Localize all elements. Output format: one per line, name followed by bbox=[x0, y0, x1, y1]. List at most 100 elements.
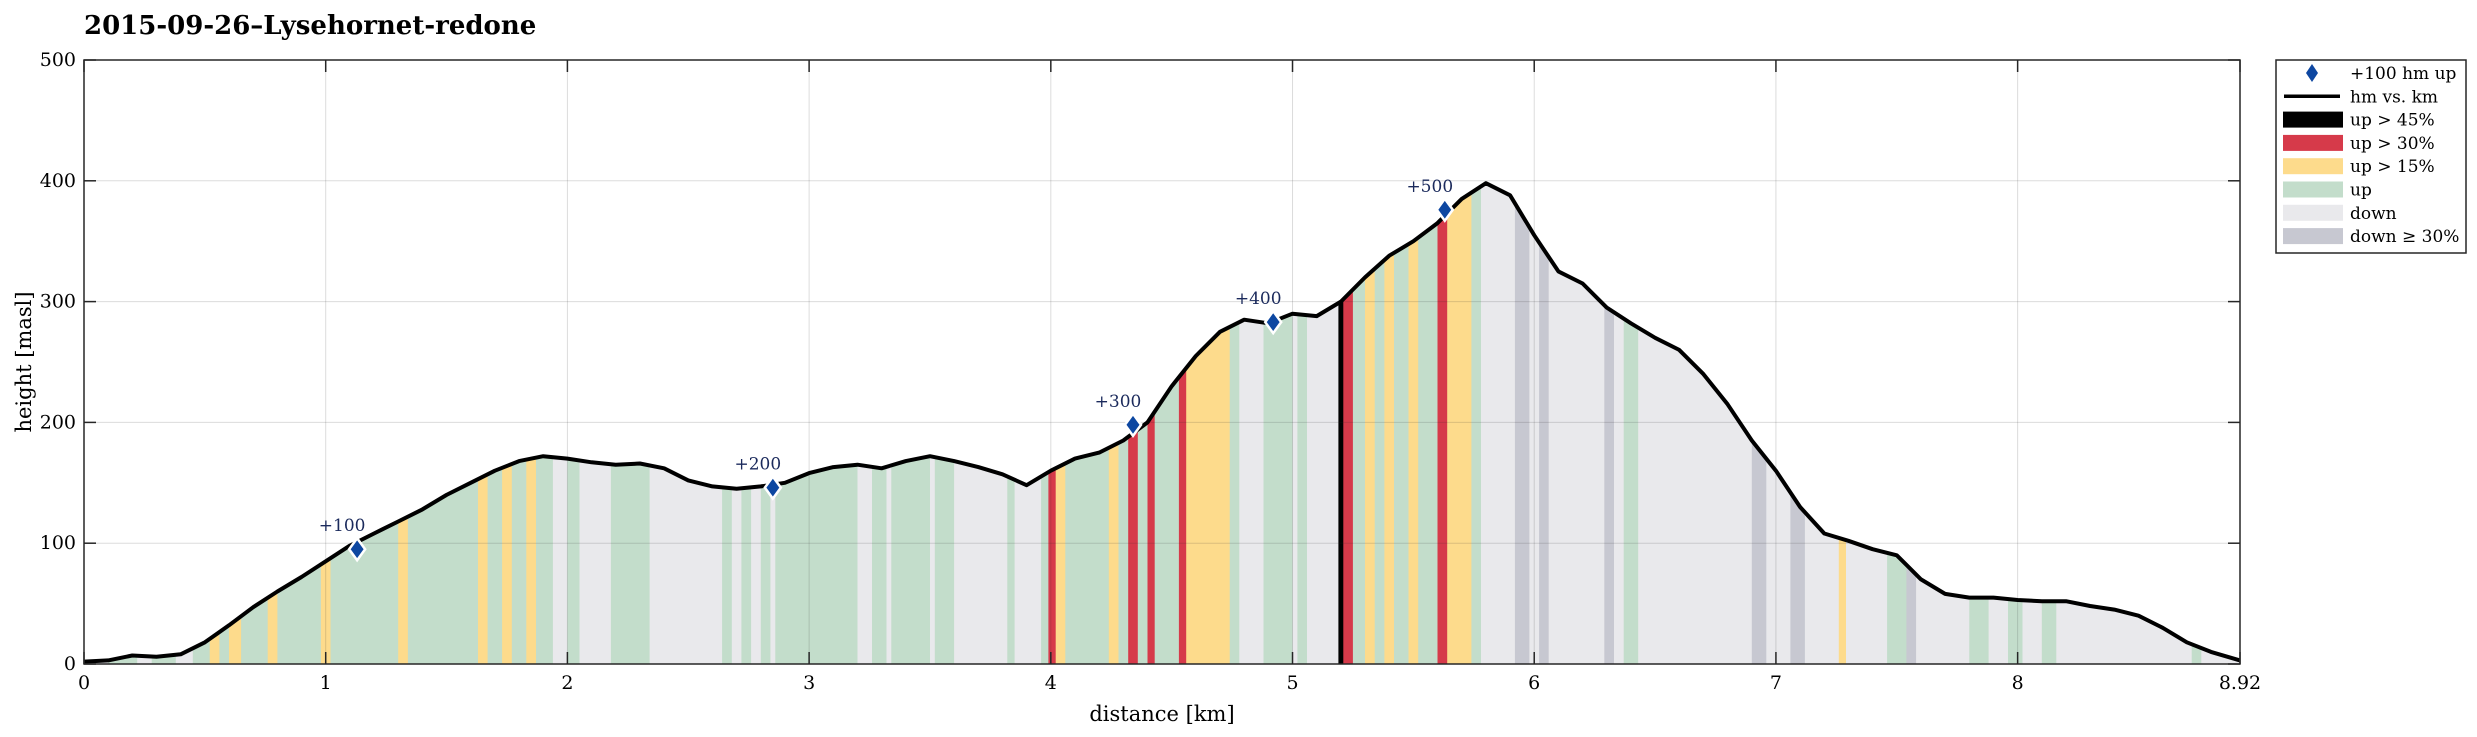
slope-band-up bbox=[487, 183, 503, 664]
milestone-marker bbox=[1435, 196, 1455, 223]
slope-band-up-15 bbox=[1108, 183, 1120, 664]
slope-band-up bbox=[2191, 183, 2202, 664]
slope-band-down-30 bbox=[1514, 183, 1530, 664]
slope-band-down bbox=[1804, 183, 1840, 664]
slope-band-up bbox=[277, 183, 322, 664]
y-tick-label: 200 bbox=[40, 411, 76, 433]
slope-band-up-15 bbox=[398, 183, 409, 664]
slope-band-up bbox=[1418, 183, 1439, 664]
slope-band-down bbox=[2022, 183, 2043, 664]
slope-band-up-30 bbox=[1128, 183, 1139, 664]
milestone-label: +500 bbox=[1406, 177, 1453, 197]
legend-label: up > 45% bbox=[2350, 111, 2435, 131]
legend-swatch-up-15 bbox=[2283, 158, 2343, 175]
x-axis-label: distance [km] bbox=[1089, 702, 1234, 726]
slope-band-up bbox=[108, 183, 138, 664]
slope-band-up bbox=[241, 183, 269, 664]
milestone-label: +200 bbox=[735, 455, 782, 475]
slope-band-down bbox=[1529, 183, 1540, 664]
slope-band-up bbox=[1118, 183, 1129, 664]
slope-band-up-30 bbox=[1178, 183, 1187, 664]
slope-band-up bbox=[2041, 183, 2057, 664]
slope-band-down bbox=[1988, 183, 2009, 664]
slope-band-up-15 bbox=[1365, 183, 1376, 664]
x-tick-label: 4 bbox=[1045, 672, 1057, 694]
legend-swatch-up bbox=[2283, 181, 2343, 198]
slope-band-up bbox=[872, 183, 888, 664]
slope-band-up bbox=[1041, 183, 1049, 664]
slope-band-down bbox=[579, 183, 612, 664]
legend-swatch-down-30 bbox=[2283, 228, 2343, 245]
slope-band-up-15 bbox=[209, 183, 220, 664]
milestone-marker bbox=[1123, 411, 1143, 438]
slope-band-down bbox=[1292, 183, 1298, 664]
milestone-markers: +100 +200 +300 +400 +500 bbox=[319, 177, 1455, 563]
y-tick-label: 400 bbox=[40, 170, 76, 192]
slope-band-up bbox=[891, 183, 931, 664]
x-tick-label: 0 bbox=[78, 672, 90, 694]
slope-band-down-30 bbox=[1604, 183, 1615, 664]
legend-marker-swatch bbox=[2306, 64, 2318, 82]
y-axis-label: height [masl] bbox=[12, 291, 36, 432]
slope-band-up bbox=[1229, 183, 1240, 664]
milestone-label: +400 bbox=[1235, 289, 1282, 309]
x-tick-label: 2 bbox=[561, 672, 573, 694]
legend-swatch-up-45 bbox=[2283, 111, 2343, 128]
legend: +100 hm up hm vs. km up > 45% up > 30% up > … bbox=[2275, 59, 2467, 254]
slope-band-up bbox=[1969, 183, 1990, 664]
slope-band-up-15 bbox=[1408, 183, 1419, 664]
axis-ticks: 0 1 2 3 4 5 6 7 8 8.92 0 100 200 300 400 500 bbox=[40, 49, 2261, 694]
slope-band-up bbox=[151, 183, 177, 664]
x-tick-label: 3 bbox=[803, 672, 815, 694]
x-tick-label: 8.92 bbox=[2219, 672, 2261, 694]
slope-band-up-15 bbox=[267, 183, 278, 664]
slope-band-down bbox=[1766, 183, 1792, 664]
slope-band-up bbox=[1263, 183, 1294, 664]
slope-band-up-15 bbox=[502, 183, 513, 664]
slope-band-up bbox=[741, 183, 752, 664]
slope-band-up bbox=[2008, 183, 2024, 664]
slope-band-up-15 bbox=[478, 183, 489, 664]
elevation-profile-line bbox=[83, 181, 2241, 664]
slope-band-up bbox=[934, 183, 955, 664]
slope-band-up bbox=[330, 183, 399, 664]
y-tick-label: 100 bbox=[40, 532, 76, 554]
chart-title: 2015-09-26–Lysehornet-redone bbox=[84, 11, 536, 41]
slope-band-down bbox=[552, 183, 568, 664]
slope-band-down bbox=[1614, 183, 1625, 664]
slope-band-down bbox=[649, 183, 723, 664]
slope-band-up bbox=[192, 183, 211, 664]
slope-band-up bbox=[1623, 183, 1639, 664]
x-tick-label: 5 bbox=[1286, 672, 1298, 694]
slope-band-up bbox=[1154, 183, 1180, 664]
slope-band-up bbox=[1137, 183, 1149, 664]
slope-band-up bbox=[1065, 183, 1110, 664]
slope-band-up-15 bbox=[1447, 183, 1472, 664]
slope-band-up-30 bbox=[1343, 183, 1354, 664]
slope-band-up-15 bbox=[229, 183, 242, 664]
slope-band-down bbox=[770, 183, 776, 664]
milestone-marker bbox=[1263, 309, 1283, 336]
legend-label: up > 15% bbox=[2350, 157, 2435, 177]
x-tick-label: 6 bbox=[1528, 672, 1540, 694]
x-tick-label: 8 bbox=[2012, 672, 2024, 694]
x-tick-label: 7 bbox=[1770, 672, 1782, 694]
slope-band-down bbox=[930, 183, 936, 664]
legend-label: +100 hm up bbox=[2350, 64, 2457, 84]
slope-band-down bbox=[751, 183, 762, 664]
slope-band-up bbox=[567, 183, 581, 664]
slope-band-down bbox=[857, 183, 873, 664]
slope-band-up-15 bbox=[526, 183, 537, 664]
slope-band-up bbox=[407, 183, 479, 664]
milestone-label: +100 bbox=[319, 516, 366, 536]
y-tick-label: 500 bbox=[40, 49, 76, 71]
legend-label: up bbox=[2350, 181, 2372, 201]
slope-band-down bbox=[84, 183, 109, 664]
slope-band-down bbox=[1916, 183, 1970, 664]
slope-band-down-30 bbox=[1539, 183, 1550, 664]
slope-band-up-30 bbox=[1437, 183, 1448, 664]
slope-band-down bbox=[2201, 183, 2240, 664]
slope-band-up bbox=[722, 183, 733, 664]
slope-band-up-15 bbox=[1055, 183, 1066, 664]
plot-frame bbox=[83, 59, 2241, 665]
